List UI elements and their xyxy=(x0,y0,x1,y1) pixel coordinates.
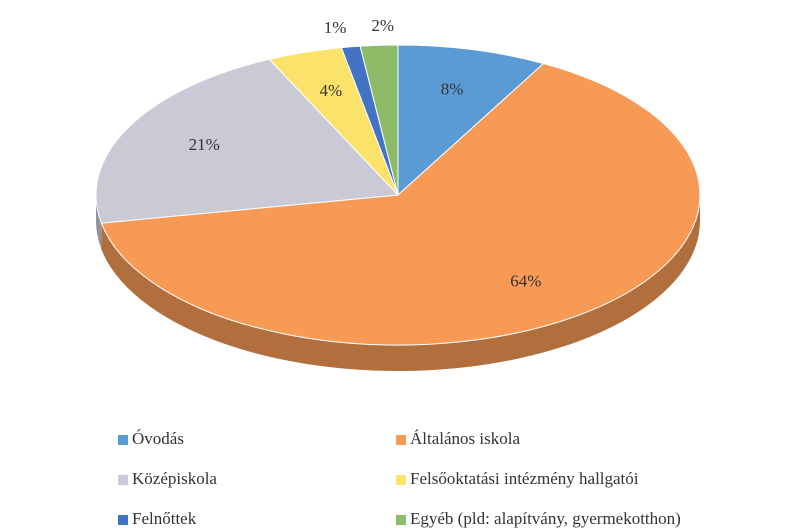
legend-swatch xyxy=(118,515,128,525)
data-label: 1% xyxy=(324,18,347,37)
legend-label: Általános iskola xyxy=(410,429,520,448)
data-label: 2% xyxy=(371,16,394,35)
legend-swatch xyxy=(396,435,406,445)
legend-label: Felsőoktatási intézmény hallgatói xyxy=(410,469,639,488)
pie-side xyxy=(96,195,102,250)
legend-label: Óvodás xyxy=(132,429,184,448)
legend-label: Egyéb (pld: alapítvány, gyermekotthon) xyxy=(410,509,681,528)
pie-slice xyxy=(100,62,701,346)
pie-slice xyxy=(359,44,399,196)
legend-label: Felnőttek xyxy=(132,509,197,528)
data-label: 8% xyxy=(441,79,464,98)
legend-swatch xyxy=(396,475,406,485)
data-label: 4% xyxy=(319,81,342,100)
legend-swatch xyxy=(396,515,406,525)
legend-label: Középiskola xyxy=(132,469,217,488)
legend-swatch xyxy=(118,435,128,445)
pie-side xyxy=(101,195,701,372)
legend-swatch xyxy=(118,475,128,485)
pie-slice xyxy=(397,44,545,197)
data-label: 64% xyxy=(510,271,541,290)
pie-slice xyxy=(95,58,400,224)
data-label: 21% xyxy=(189,135,220,154)
